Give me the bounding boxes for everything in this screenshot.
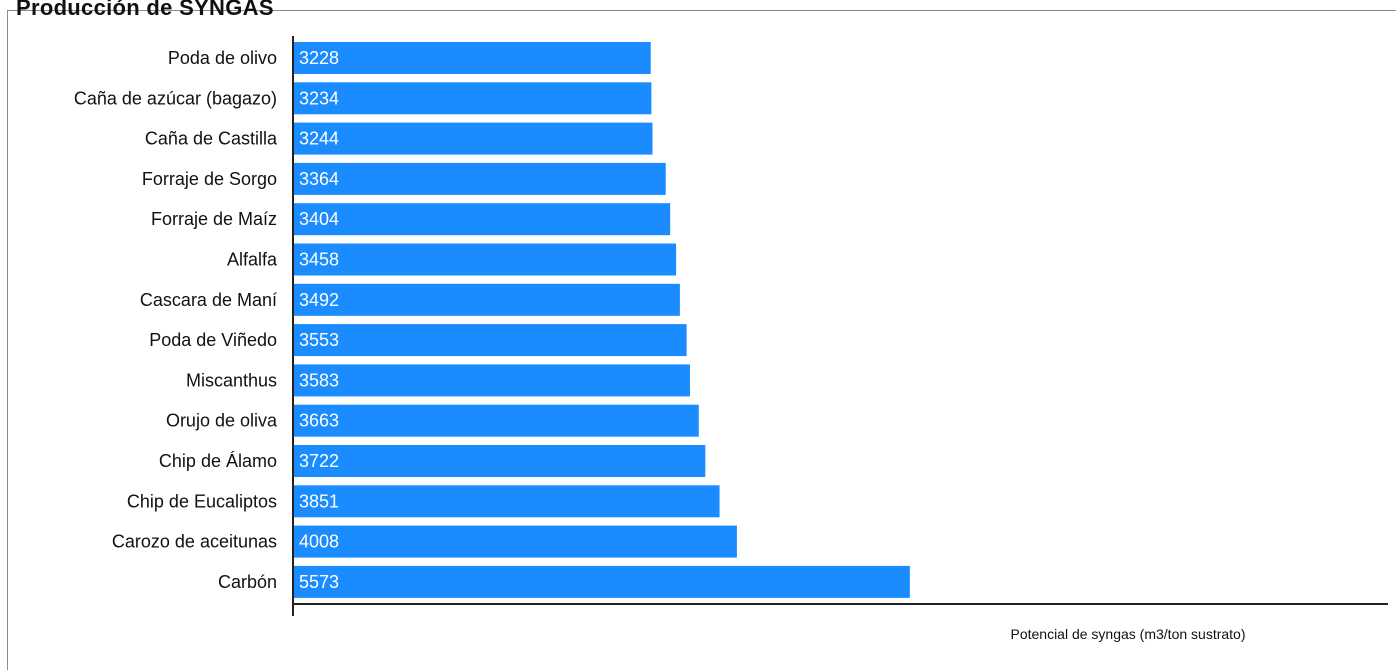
bar — [294, 445, 706, 477]
bar-value-label: 3458 — [299, 250, 339, 270]
bar-value-label: 3583 — [299, 370, 339, 390]
category-label: Orujo de oliva — [166, 411, 278, 431]
bar-value-label: 3553 — [299, 330, 339, 350]
value-labels-group: 3228 3234 3244 3364 3404 3458 3492 3553 3583 3663… — [299, 48, 339, 592]
category-label: Forraje de Maíz — [151, 209, 277, 229]
category-labels-group: Poda de olivo Caña de azúcar (bagazo) Caña… — [74, 48, 278, 592]
bar — [294, 283, 680, 316]
bar-value-label: 3404 — [299, 209, 339, 229]
bars-group — [294, 42, 910, 598]
category-label: Carbón — [218, 572, 277, 592]
category-label: Caña de azúcar (bagazo) — [74, 88, 277, 108]
bar — [294, 485, 720, 518]
category-label: Miscanthus — [186, 370, 277, 390]
bar — [294, 122, 653, 155]
category-label: Alfalfa — [227, 250, 278, 270]
bar — [294, 243, 677, 276]
category-label: Chip de Eucaliptos — [127, 491, 277, 511]
panel-title: Producción de SYNGAS — [16, 0, 274, 20]
bar-value-label: 3663 — [299, 411, 339, 431]
category-label: Caña de Castilla — [145, 129, 278, 149]
bar — [294, 525, 737, 558]
category-label: Forraje de Sorgo — [142, 169, 277, 189]
bar — [294, 203, 671, 236]
category-label: Cascara de Maní — [140, 290, 277, 310]
bar — [294, 324, 687, 357]
bar — [294, 82, 652, 115]
bar-value-label: 3851 — [299, 491, 339, 511]
bar-value-label: 5573 — [299, 572, 339, 592]
bar-value-label: 3492 — [299, 290, 339, 310]
bar — [294, 404, 699, 437]
bar — [294, 364, 690, 397]
category-label: Carozo de aceitunas — [112, 532, 277, 552]
bar-value-label: 3244 — [299, 129, 339, 149]
bar-value-label: 3234 — [299, 88, 339, 108]
category-label: Poda de Viñedo — [149, 330, 277, 350]
category-label: Poda de olivo — [168, 48, 277, 68]
chart-panel: Producción de SYNGAS — [7, 0, 1396, 670]
bar — [294, 565, 910, 598]
category-label: Chip de Álamo — [159, 451, 277, 471]
bar-value-label: 3722 — [299, 451, 339, 471]
bar-value-label: 3228 — [299, 48, 339, 68]
bar — [294, 162, 666, 195]
bar-value-label: 4008 — [299, 532, 339, 552]
x-axis-title: Potencial de syngas (m3/ton sustrato) — [1010, 626, 1245, 642]
bar-value-label: 3364 — [299, 169, 339, 189]
bar — [294, 42, 651, 74]
